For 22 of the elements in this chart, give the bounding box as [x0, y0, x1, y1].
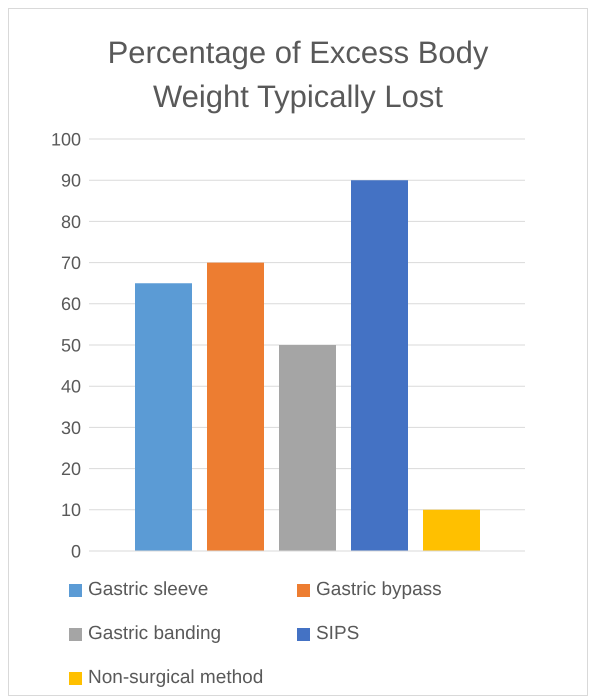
y-tick-label: 80 [60, 212, 81, 232]
y-tick-label: 0 [70, 541, 81, 562]
chart-title: Percentage of Excess Body Weight Typically Lost [106, 34, 490, 116]
y-tick-label: 40 [60, 376, 81, 397]
y-tick-label: 20 [60, 458, 81, 479]
legend-label: Gastric banding [88, 623, 222, 645]
legend-label: SIPS [316, 623, 360, 645]
y-tick-label: 50 [60, 335, 81, 356]
bar [135, 283, 192, 551]
y-tick-label: 70 [60, 252, 81, 273]
y-tick-label: 90 [60, 170, 81, 191]
bar [207, 262, 264, 551]
bar [351, 180, 408, 551]
legend-label: Gastric bypass [316, 579, 442, 601]
bar [279, 345, 336, 551]
y-tick-label: 30 [60, 418, 81, 438]
y-tick-label: 60 [60, 294, 81, 314]
legend-label: Gastric sleeve [88, 579, 208, 601]
legend-label: Non-surgical method [88, 667, 264, 689]
y-tick-label: 100 [50, 129, 81, 150]
y-tick-label: 10 [60, 500, 81, 520]
bar [423, 510, 480, 551]
